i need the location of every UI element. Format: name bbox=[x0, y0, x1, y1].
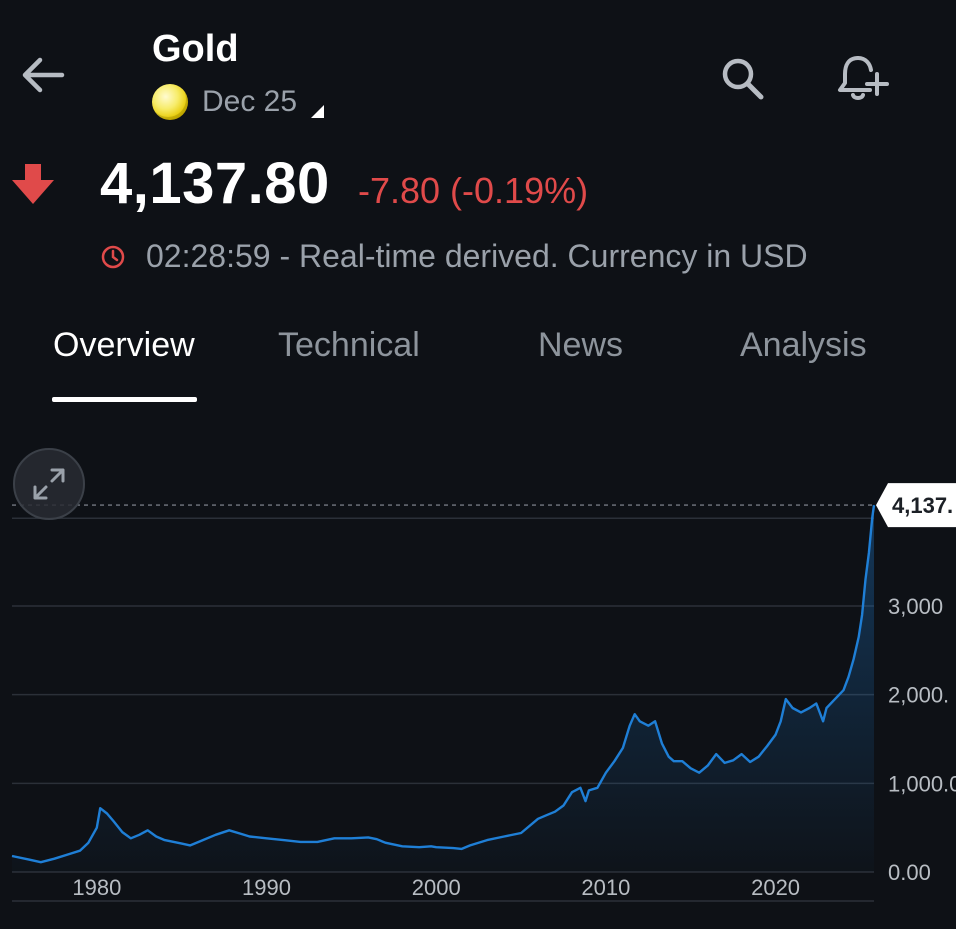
price-line bbox=[11, 505, 876, 864]
x-tick-label: 2020 bbox=[751, 875, 800, 900]
price-area bbox=[12, 505, 874, 872]
down-arrow-icon bbox=[12, 164, 54, 204]
tab-news[interactable]: News bbox=[538, 326, 624, 364]
caret-down-icon bbox=[311, 104, 325, 118]
market-status: 02:28:59 - Real-time derived. Currency i… bbox=[146, 238, 808, 274]
search-icon[interactable] bbox=[718, 54, 766, 102]
y-tick-label: 1,000.0 bbox=[888, 771, 956, 796]
last-price-tag-label: 4,137. bbox=[892, 493, 953, 518]
contract-label: Dec 25 bbox=[202, 85, 298, 118]
instrument-title: Gold bbox=[152, 28, 239, 70]
price-chart[interactable]: 0.00 1,000.0 2,000. 3,000 1980 1990 2000 2010 2… bbox=[0, 420, 956, 929]
contract-selector[interactable]: Dec 25 bbox=[152, 84, 325, 120]
clock-icon bbox=[101, 245, 125, 269]
active-tab-indicator bbox=[52, 397, 197, 402]
x-tick-label: 1980 bbox=[72, 875, 121, 900]
back-arrow-icon[interactable] bbox=[18, 50, 68, 100]
last-price-tag: 4,137. bbox=[876, 483, 956, 528]
y-tick-label: 0.00 bbox=[888, 860, 931, 885]
y-tick-label: 2,000. bbox=[888, 683, 949, 708]
tab-overview[interactable]: Overview bbox=[53, 326, 195, 364]
coin-icon bbox=[152, 84, 188, 120]
x-tick-label: 1990 bbox=[242, 875, 291, 900]
y-tick-label: 3,000 bbox=[888, 594, 943, 619]
expand-icon bbox=[33, 468, 65, 500]
last-price: 4,137.80 bbox=[100, 151, 330, 216]
tab-technical[interactable]: Technical bbox=[278, 326, 420, 364]
price-change: -7.80 (-0.19%) bbox=[358, 170, 589, 211]
bell-plus-icon[interactable] bbox=[834, 52, 890, 104]
x-tick-label: 2010 bbox=[581, 875, 630, 900]
x-tick-label: 2000 bbox=[412, 875, 461, 900]
expand-chart-button[interactable] bbox=[13, 448, 85, 520]
tab-analysis[interactable]: Analysis bbox=[740, 326, 867, 364]
